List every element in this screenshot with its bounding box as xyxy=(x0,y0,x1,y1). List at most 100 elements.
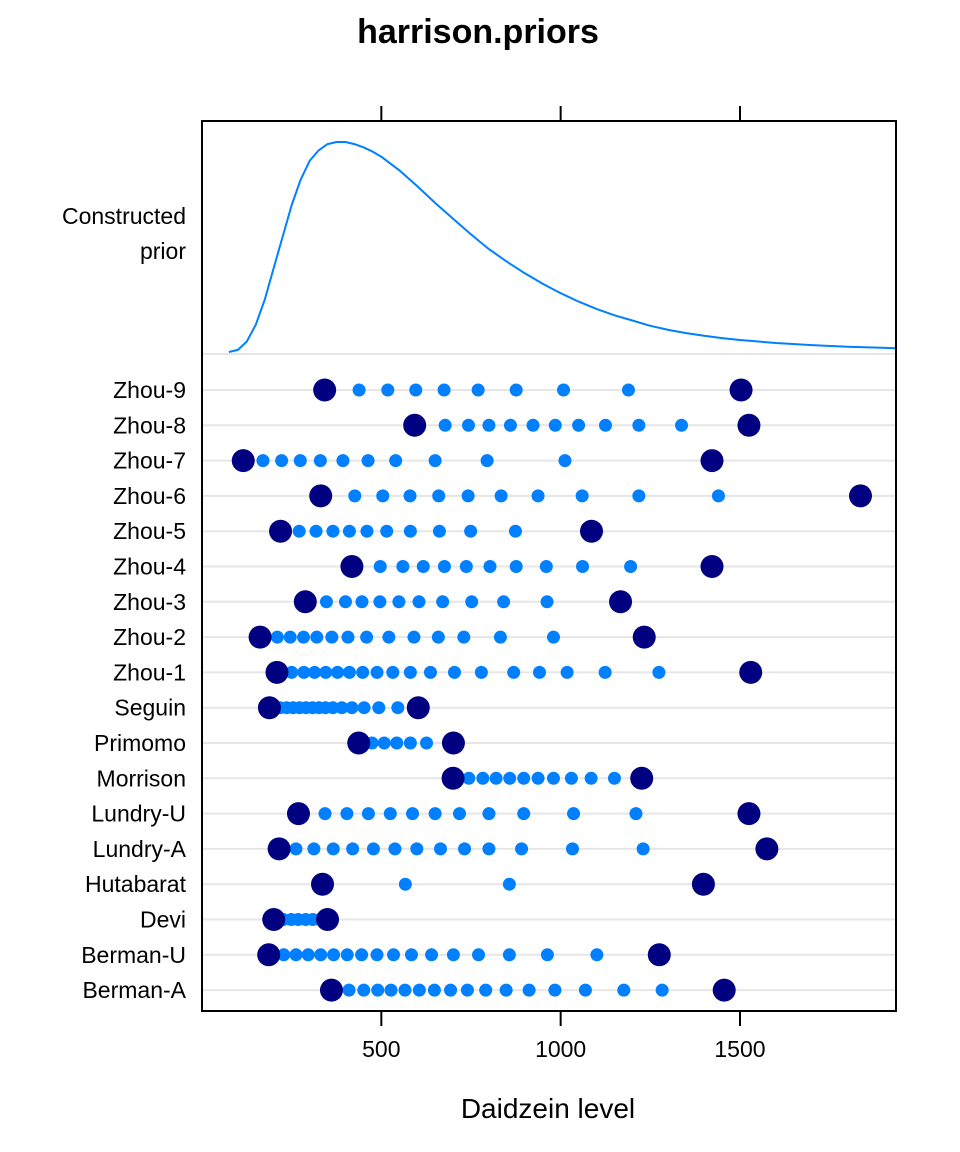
min-point xyxy=(293,590,317,614)
quantile-point xyxy=(285,665,299,679)
row-label-seguin: Seguin xyxy=(114,695,186,721)
max-point xyxy=(737,802,761,826)
quantile-point xyxy=(398,983,412,997)
row-label-lundry-a: Lundry-A xyxy=(93,836,187,862)
quantile-point xyxy=(410,842,424,856)
max-point xyxy=(630,766,654,790)
row-label-devi: Devi xyxy=(140,907,186,933)
quantile-point xyxy=(517,771,531,785)
quantile-point xyxy=(270,630,284,644)
max-point xyxy=(316,908,340,931)
min-point xyxy=(347,731,371,755)
quantile-point xyxy=(390,736,404,750)
quantile-point xyxy=(655,983,669,997)
quantile-point xyxy=(387,948,401,962)
quantile-point xyxy=(489,771,503,785)
max-point xyxy=(712,978,736,1002)
min-point xyxy=(313,378,337,402)
quantile-point xyxy=(412,595,426,609)
max-point xyxy=(609,590,633,614)
quantile-point xyxy=(355,595,369,609)
max-point xyxy=(755,837,779,861)
quantile-point xyxy=(438,418,452,432)
quantile-point xyxy=(381,383,395,397)
quantile-point xyxy=(459,560,473,573)
quantile-point xyxy=(471,383,485,397)
max-point xyxy=(729,378,753,402)
quantile-point xyxy=(314,948,328,962)
quantile-point xyxy=(507,665,521,679)
quantile-point xyxy=(564,771,578,785)
quantile-point xyxy=(483,560,497,573)
quantile-point xyxy=(356,665,370,679)
quantile-point xyxy=(431,630,445,644)
quantile-point xyxy=(567,807,581,821)
quantile-point xyxy=(460,983,474,997)
quantile-point xyxy=(632,489,646,503)
row-label-zhou-6: Zhou-6 xyxy=(113,483,186,509)
max-point xyxy=(406,696,430,720)
quantile-point xyxy=(432,524,446,538)
quantile-point xyxy=(392,595,406,609)
quantile-point xyxy=(366,842,380,856)
quantile-point xyxy=(373,595,387,609)
min-point xyxy=(269,519,293,543)
quantile-point xyxy=(576,560,590,573)
quantile-point xyxy=(425,948,439,962)
quantile-point xyxy=(572,418,586,432)
quantile-point xyxy=(497,595,511,609)
quantile-point xyxy=(548,983,562,997)
quantile-point xyxy=(675,418,689,432)
row-label-zhou-5: Zhou-5 xyxy=(113,518,186,544)
quantile-point xyxy=(310,630,324,644)
quantile-point xyxy=(578,983,592,997)
quantile-point xyxy=(503,418,517,432)
quantile-point xyxy=(345,701,359,715)
quantile-point xyxy=(307,842,321,856)
quantile-point xyxy=(502,877,516,891)
min-point xyxy=(257,943,281,967)
row-label-zhou-8: Zhou-8 xyxy=(113,412,186,438)
quantile-point xyxy=(465,595,479,609)
quantile-point xyxy=(509,383,523,397)
quantile-point xyxy=(548,418,562,432)
quantile-point xyxy=(403,524,417,538)
quantile-point xyxy=(472,948,486,962)
quantile-point xyxy=(584,771,598,785)
min-point xyxy=(403,413,427,437)
max-point xyxy=(848,484,872,508)
quantile-point xyxy=(335,701,349,715)
quantile-point xyxy=(376,489,390,503)
quantile-point xyxy=(301,948,315,962)
quantile-point xyxy=(457,630,471,644)
quantile-point xyxy=(406,807,420,821)
quantile-point xyxy=(372,701,386,715)
quantile-point xyxy=(617,983,631,997)
quantile-point xyxy=(348,489,362,503)
quantile-point xyxy=(370,948,384,962)
quantile-point xyxy=(361,807,375,821)
quantile-point xyxy=(326,842,340,856)
quantile-point xyxy=(398,877,412,891)
quantile-point xyxy=(389,454,403,468)
quantile-point xyxy=(340,948,354,962)
quantile-point xyxy=(539,560,553,573)
quantile-point xyxy=(509,560,523,573)
quantile-point xyxy=(558,454,572,468)
prior-density-curve xyxy=(228,141,897,353)
quantile-point xyxy=(357,983,371,997)
quantile-point xyxy=(482,807,496,821)
quantile-point xyxy=(632,418,646,432)
quantile-point xyxy=(423,665,437,679)
quantile-point xyxy=(428,807,442,821)
quantile-point xyxy=(476,771,490,785)
quantile-point xyxy=(420,736,434,750)
quantile-point xyxy=(373,560,387,573)
plot-frame xyxy=(201,120,897,1012)
max-point xyxy=(441,731,465,755)
quantile-point xyxy=(474,665,488,679)
quantile-point xyxy=(494,489,508,503)
quantile-point xyxy=(318,807,332,821)
quantile-point xyxy=(283,630,297,644)
row-label-berman-u: Berman-U xyxy=(81,942,186,968)
